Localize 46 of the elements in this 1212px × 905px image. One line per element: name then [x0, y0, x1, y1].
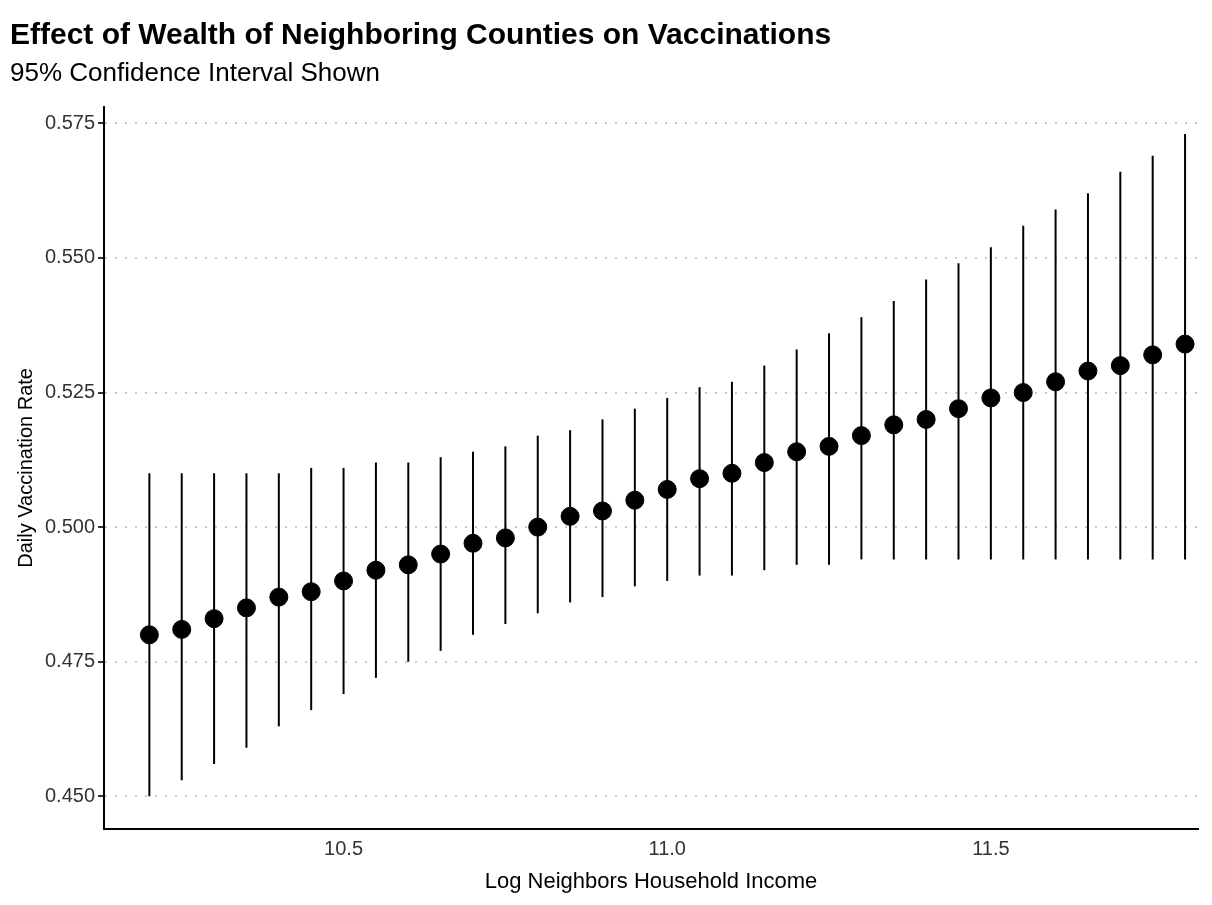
y-tick-label: 0.550 — [44, 245, 96, 268]
point — [398, 555, 418, 575]
point — [787, 442, 807, 462]
point — [269, 587, 289, 607]
point — [139, 625, 159, 645]
y-axis-title: Daily Vaccination Rate — [13, 368, 36, 568]
y-tick-label: 0.575 — [44, 110, 96, 133]
point — [884, 415, 904, 435]
point — [592, 501, 612, 521]
point — [366, 560, 386, 580]
point — [495, 528, 515, 548]
point — [625, 490, 645, 510]
point — [722, 463, 742, 483]
point — [204, 609, 224, 629]
point — [334, 571, 354, 591]
y-tick-label: 0.525 — [44, 380, 96, 403]
chart-title: Effect of Wealth of Neighboring Counties on Vaccinations — [10, 17, 832, 51]
point — [560, 506, 580, 526]
point — [528, 517, 548, 537]
point — [690, 469, 710, 489]
point — [1046, 372, 1066, 392]
y-tick-label: 0.475 — [44, 649, 96, 672]
chart-subtitle: 95% Confidence Interval Shown — [10, 56, 381, 87]
point — [851, 426, 871, 446]
point — [657, 479, 677, 499]
point — [819, 436, 839, 456]
point — [981, 388, 1001, 408]
point — [1078, 361, 1098, 381]
point — [949, 399, 968, 419]
x-tick-label: 11.0 — [648, 837, 686, 860]
point — [1110, 356, 1130, 376]
point — [754, 453, 774, 473]
point — [301, 582, 321, 602]
point — [916, 409, 936, 429]
x-tick-label: 11.5 — [972, 837, 1010, 860]
point — [1175, 334, 1195, 354]
point — [431, 544, 451, 564]
x-tick-label: 10.5 — [324, 837, 364, 860]
point — [172, 619, 192, 639]
y-tick-label: 0.450 — [44, 783, 96, 806]
y-tick-label: 0.500 — [44, 514, 96, 537]
point — [463, 533, 483, 553]
point — [1013, 383, 1033, 403]
point — [236, 598, 256, 618]
point — [1143, 345, 1163, 365]
x-axis-title: Log Neighbors Household Income — [484, 867, 818, 893]
